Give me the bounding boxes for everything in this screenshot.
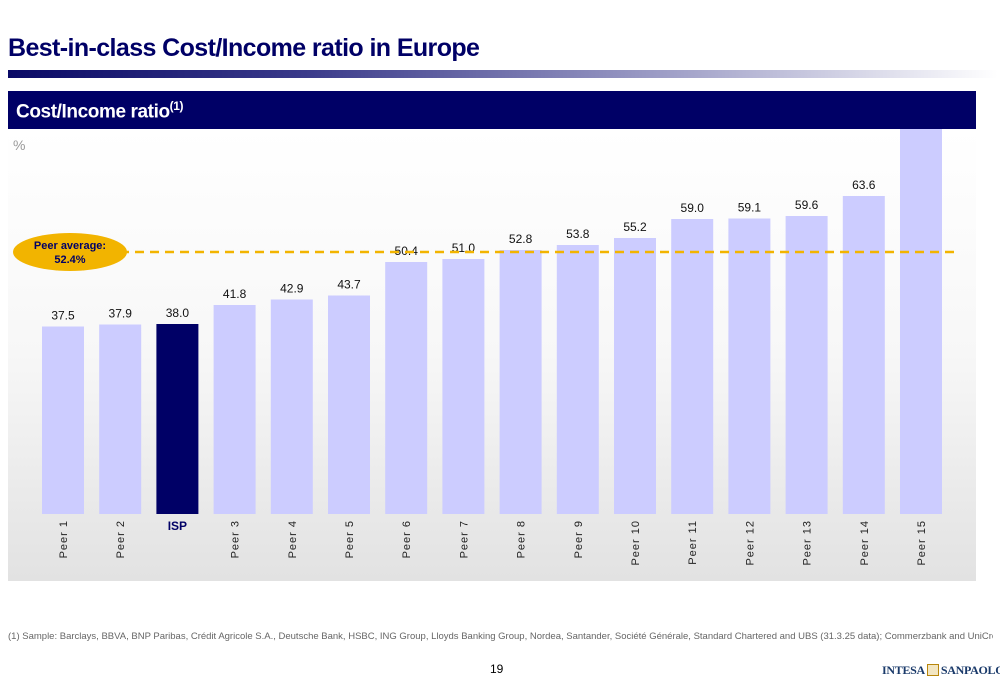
category-label: Peer 13 — [802, 520, 814, 566]
bar-peer-2 — [99, 324, 142, 514]
data-label: 42.9 — [280, 282, 304, 296]
category-label: ISP — [168, 519, 187, 533]
category-label: Peer 5 — [344, 520, 356, 558]
chart-panel-header: Cost/Income ratio(1) — [8, 91, 976, 129]
data-label: 55.2 — [623, 220, 647, 234]
category-label: Peer 4 — [287, 520, 299, 558]
data-label: 59.1 — [738, 201, 762, 215]
category-label: Peer 15 — [916, 520, 928, 566]
cost-income-bar-chart: % 37.5 Peer 1 37.9 Peer 2 38.0 ISP 41.8 Peer 3 42… — [13, 129, 958, 566]
bar-isp — [156, 324, 199, 514]
bar-peer-15 — [900, 129, 942, 514]
bar-peer-6 — [385, 262, 428, 514]
data-label: 53.8 — [566, 227, 590, 241]
data-label: 63.6 — [852, 178, 876, 192]
chart-panel-title-text: Cost/Income ratio — [16, 101, 170, 123]
bar-peer-1 — [42, 326, 84, 514]
logo-word-right: SANPAOLO — [940, 662, 1000, 677]
bar-peer-13 — [785, 216, 828, 514]
peer-average-label: Peer average: — [34, 240, 106, 252]
category-label: Peer 11 — [687, 520, 699, 565]
data-label: 59.6 — [795, 198, 819, 212]
chart-panel-title: Cost/Income ratio(1) — [16, 99, 184, 123]
intesa-sanpaolo-logo: INTESA SANPAOLO — [882, 662, 1000, 678]
data-label: 38.0 — [166, 306, 190, 320]
footnote: (1) Sample: Barclays, BBVA, BNP Paribas,… — [8, 631, 993, 642]
bar-peer-10 — [614, 238, 656, 514]
data-label: 59.0 — [681, 201, 705, 215]
category-label: Peer 10 — [630, 520, 642, 566]
bar-peer-8 — [499, 250, 542, 514]
peer-average-value: 52.4% — [54, 254, 85, 266]
category-label: Peer 7 — [458, 520, 470, 558]
data-label: 43.7 — [337, 278, 361, 292]
category-label: Peer 8 — [516, 520, 528, 558]
footnote-ref: (1) — [169, 99, 184, 113]
unit-label: % — [13, 137, 25, 153]
category-label: Peer 12 — [744, 520, 756, 566]
data-label: 41.8 — [223, 287, 247, 301]
category-label: Peer 6 — [401, 520, 413, 558]
title-rule — [8, 70, 998, 78]
data-label: 37.9 — [109, 307, 133, 321]
bar-peer-7 — [442, 259, 485, 514]
peer-average-badge — [13, 233, 127, 271]
data-label: 52.8 — [509, 232, 533, 246]
bar-peer-5 — [328, 295, 370, 514]
category-label: Peer 3 — [230, 520, 242, 558]
category-label: Peer 14 — [859, 520, 871, 566]
logo-word-left: INTESA — [882, 662, 925, 677]
logo-mark-icon — [926, 664, 939, 676]
data-label: 37.5 — [51, 309, 75, 323]
bar-peer-12 — [728, 218, 771, 514]
category-label: Peer 9 — [573, 520, 585, 558]
category-label: Peer 1 — [58, 520, 70, 558]
chart-area: % 37.5 Peer 1 37.9 Peer 2 38.0 ISP 41.8 Peer 3 42… — [8, 129, 976, 581]
bar-peer-9 — [556, 245, 599, 514]
bar-peer-4 — [270, 299, 313, 514]
bar-peer-11 — [671, 219, 714, 514]
bar-peer-14 — [842, 196, 885, 514]
bar-peer-3 — [213, 305, 256, 514]
page-number: 19 — [490, 662, 504, 676]
slide-title: Best-in-class Cost/Income ratio in Europ… — [8, 34, 480, 62]
category-label: Peer 2 — [115, 520, 127, 558]
